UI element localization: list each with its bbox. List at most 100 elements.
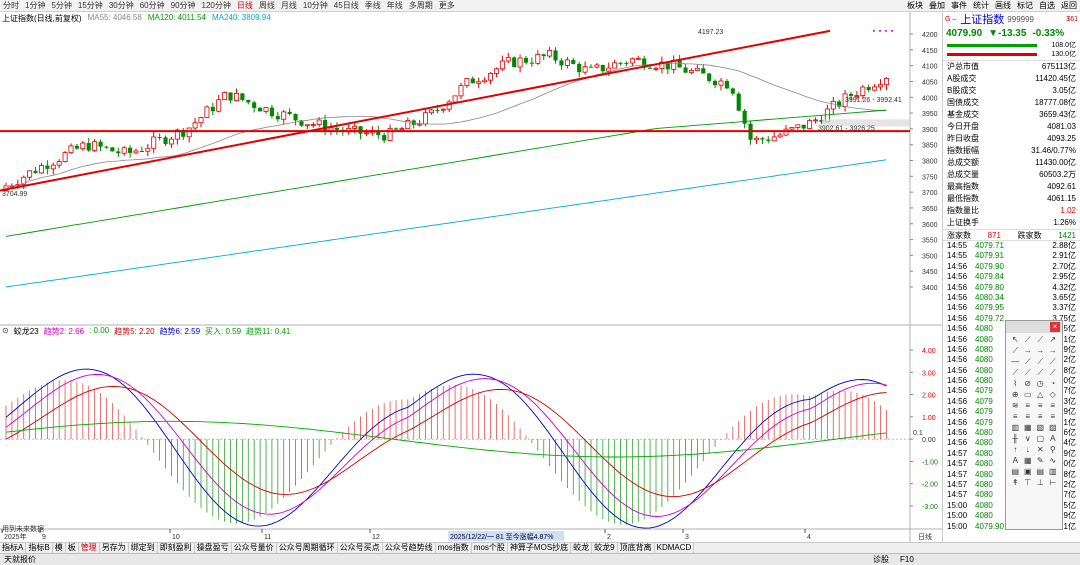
palette-header[interactable]: × [1006, 321, 1062, 333]
indicator-tab-14[interactable]: mos个股 [472, 543, 508, 553]
draw-tool-icon[interactable]: ▥ [1048, 467, 1057, 476]
indicator-tab-10[interactable]: 公众号周期循环 [277, 543, 338, 553]
draw-tool-icon[interactable]: ≡ [1025, 401, 1031, 410]
toolbar-button-6[interactable]: 自选 [1039, 1, 1055, 10]
period-tab-7[interactable]: 120分钟 [201, 1, 231, 10]
draw-tool-icon[interactable]: ⟋ [1024, 335, 1031, 344]
period-tab-6[interactable]: 90分钟 [170, 1, 196, 10]
draw-tool-icon[interactable]: ∿ [1049, 456, 1057, 465]
draw-tool-icon[interactable]: ▦ [1023, 456, 1032, 465]
draw-tool-icon[interactable]: ⟋ [1024, 357, 1031, 366]
draw-tool-icon[interactable]: ⟋ [1049, 368, 1056, 377]
draw-tool-icon[interactable]: ≡ [1025, 412, 1031, 421]
period-tab-5[interactable]: 60分钟 [139, 1, 165, 10]
period-tab-14[interactable]: 年线 [386, 1, 403, 10]
draw-tool-icon[interactable]: ↖ [1011, 335, 1019, 344]
draw-tool-icon[interactable]: ▢ [1036, 434, 1045, 443]
draw-tool-icon[interactable]: ≡ [1037, 401, 1043, 410]
draw-tool-icon[interactable]: ▣ [1023, 467, 1032, 476]
draw-tool-icon[interactable]: ▨ [1048, 423, 1057, 432]
indicator-tab-15[interactable]: 神算子MOS抄底 [508, 543, 572, 553]
draw-tool-icon[interactable]: ⟋ [1012, 346, 1019, 355]
period-tab-3[interactable]: 15分钟 [77, 1, 103, 10]
draw-tool-icon[interactable]: △ [1037, 390, 1044, 399]
draw-tool-icon[interactable]: ◇ [1049, 390, 1056, 399]
draw-tool-icon[interactable]: ◷ [1036, 379, 1044, 388]
draw-tool-icon[interactable]: ▤ [1036, 467, 1045, 476]
draw-tool-icon[interactable]: — [1011, 357, 1020, 366]
draw-tool-icon[interactable]: ⊢ [1049, 478, 1057, 487]
indicator-tab-9[interactable]: 公众号量价 [232, 543, 277, 553]
indicator-tab-2[interactable]: 模 [53, 543, 66, 553]
period-tab-11[interactable]: 10分钟 [302, 1, 328, 10]
draw-tool-icon[interactable]: ≡ [1037, 412, 1043, 421]
draw-tool-icon[interactable]: ╫ [1012, 434, 1019, 443]
draw-tool-icon[interactable]: ◔ [1050, 379, 1056, 388]
period-tab-2[interactable]: 5分钟 [51, 1, 72, 10]
draw-tool-icon[interactable]: ▦ [1023, 423, 1032, 432]
toolbar-button-3[interactable]: 统计 [973, 1, 989, 10]
draw-tool-icon[interactable]: ↗ [1049, 335, 1057, 344]
indicator-tab-1[interactable]: 指标B [26, 543, 53, 553]
toolbar-button-4[interactable]: 画线 [995, 1, 1011, 10]
draw-tool-icon[interactable]: ⊘ [1024, 379, 1032, 388]
draw-tool-icon[interactable]: → [1023, 346, 1032, 355]
indicator-tab-7[interactable]: 即刻盈利 [158, 543, 195, 553]
draw-tool-icon[interactable]: ⟋ [1037, 368, 1044, 377]
period-tab-8[interactable]: 日线 [236, 1, 253, 10]
draw-tool-icon[interactable]: ⟋ [1012, 368, 1019, 377]
draw-tool-icon[interactable]: ✎ [1036, 456, 1044, 465]
drawing-tools-palette[interactable]: × ↖ ⟋ ⟋ ↗ ⟋ → → → — ⟋ ⟋ ⟋ ⟋ ⟋ ⟋ ⟋ ⌇ ⊘ ◷ ◔ ⊕ ▭ △ ◇ ≋ ≡ ≡ ≡ ≡ ≡ ≡ ≡ ▥ ▦ ▧ ▨ ╫ ∨… [1005, 320, 1063, 530]
draw-tool-icon[interactable]: ↑ [1013, 445, 1018, 454]
f10-button[interactable]: F10 [900, 555, 914, 564]
draw-tool-icon[interactable]: ∨ [1024, 434, 1031, 443]
draw-tool-icon[interactable]: ⟋ [1024, 368, 1031, 377]
draw-tool-icon[interactable]: ⌇ [1013, 379, 1018, 388]
draw-tool-icon[interactable]: ≡ [1050, 401, 1056, 410]
indicator-tab-8[interactable]: 操盘盈亏 [195, 543, 232, 553]
close-icon[interactable]: × [1050, 322, 1060, 332]
draw-tool-icon[interactable]: ≡ [1012, 412, 1018, 421]
kline-chart[interactable]: 4200 4150 4100 4050 4000 3950 3900 3850 3800 3750… [0, 12, 942, 542]
toolbar-button-2[interactable]: 事件 [951, 1, 967, 10]
draw-tool-icon[interactable]: ⊥ [1036, 478, 1044, 487]
period-tab-10[interactable]: 月线 [280, 1, 297, 10]
period-tab-9[interactable]: 周线 [258, 1, 275, 10]
draw-tool-icon[interactable]: A [1012, 456, 1018, 465]
indicator-tab-13[interactable]: mos指数 [436, 543, 472, 553]
indicator-tab-18[interactable]: 顶底背离 [618, 543, 655, 553]
period-tab-1[interactable]: 1分钟 [25, 1, 46, 10]
indicator-tab-3[interactable]: 板 [66, 543, 79, 553]
toolbar-button-0[interactable]: 板块 [907, 1, 923, 10]
toolbar-button-1[interactable]: 叠加 [929, 1, 945, 10]
draw-tool-icon[interactable]: ⟋ [1037, 357, 1044, 366]
draw-tool-icon[interactable]: ⟋ [1037, 335, 1044, 344]
chart-area[interactable]: 4200 4150 4100 4050 4000 3950 3900 3850 3800 3750… [0, 12, 942, 542]
draw-tool-icon[interactable]: ▧ [1036, 423, 1045, 432]
draw-tool-icon[interactable]: ⟋ [1049, 357, 1056, 366]
period-tab-4[interactable]: 30分钟 [108, 1, 134, 10]
draw-tool-icon[interactable]: ⚲ [1049, 445, 1056, 454]
period-tab-12[interactable]: 45日线 [333, 1, 359, 10]
draw-tool-icon[interactable]: ↓ [1025, 445, 1030, 454]
period-tab-13[interactable]: 季线 [364, 1, 381, 10]
period-tab-16[interactable]: 更多 [438, 1, 455, 10]
indicator-tab-0[interactable]: 指标A [0, 543, 27, 553]
indicator-tab-16[interactable]: 蛟龙 [571, 543, 593, 553]
draw-tool-icon[interactable]: ≋ [1011, 401, 1019, 410]
indicator-tab-4[interactable]: 管理 [79, 543, 100, 553]
draw-tool-icon[interactable]: ▥ [1011, 423, 1020, 432]
draw-tool-icon[interactable]: ↟ [1011, 478, 1019, 487]
draw-tool-icon[interactable]: ▭ [1023, 390, 1032, 399]
toolbar-button-7[interactable]: 返回 [1061, 1, 1077, 10]
draw-tool-icon[interactable]: ⊕ [1011, 390, 1019, 399]
toolbar-button-5[interactable]: 标记 [1017, 1, 1033, 10]
draw-tool-icon[interactable]: ⊤ [1024, 478, 1032, 487]
indicator-tab-5[interactable]: 另存为 [100, 543, 129, 553]
draw-tool-icon[interactable]: ▤ [1011, 467, 1020, 476]
draw-tool-icon[interactable]: A [1050, 434, 1056, 443]
indicator-tab-17[interactable]: 蛟龙9 [592, 543, 618, 553]
draw-tool-icon[interactable]: → [1036, 346, 1045, 355]
period-tab-0[interactable]: 分时 [3, 1, 19, 10]
diagnose-button[interactable]: 诊股 [873, 555, 889, 564]
